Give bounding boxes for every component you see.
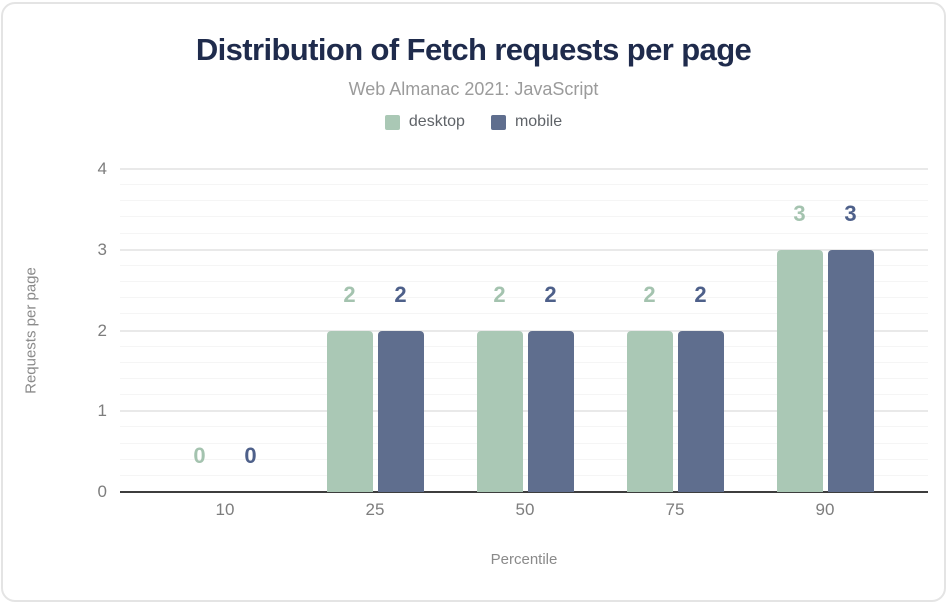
bar-value-label: 2 <box>493 281 506 307</box>
y-tick-label: 4 <box>97 159 107 178</box>
legend-item-desktop[interactable]: desktop <box>384 113 465 131</box>
x-tick-label: 50 <box>515 500 535 519</box>
chart-legend: desktop mobile <box>3 113 944 131</box>
y-tick-label: 2 <box>97 320 107 340</box>
bar-value-label: 3 <box>793 200 806 226</box>
gridline-minor <box>120 200 928 202</box>
gridline-minor <box>120 216 928 218</box>
gridline-major <box>120 168 928 170</box>
plot-area: 0 0 2 2 2 2 2 2 3 3 <box>120 168 928 493</box>
bar-value-label: 0 <box>193 443 206 468</box>
bar-value-label: 2 <box>394 281 407 307</box>
y-axis-title: Requests per page <box>22 267 40 394</box>
bar-mobile-p75[interactable] <box>677 330 724 492</box>
bar-desktop-p90[interactable] <box>776 249 823 492</box>
x-tick-label: 90 <box>815 500 835 519</box>
bar-value-label: 0 <box>244 443 257 468</box>
x-tick-label: 75 <box>665 500 685 519</box>
x-tick-label: 25 <box>365 500 385 519</box>
bar-mobile-p25[interactable] <box>377 330 424 492</box>
bar-mobile-p50[interactable] <box>527 330 574 492</box>
chart-title: Distribution of Fetch requests per page <box>195 32 752 67</box>
x-axis-title: Percentile <box>490 551 558 568</box>
bar-desktop-p75[interactable] <box>626 330 673 492</box>
y-tick-label: 3 <box>97 239 107 259</box>
bar-value-label: 3 <box>844 200 857 226</box>
legend-swatch-desktop <box>384 114 400 130</box>
chart-subtitle: Web Almanac 2021: JavaScript <box>348 79 599 99</box>
y-tick-label: 0 <box>97 482 107 501</box>
bar-desktop-p25[interactable] <box>326 330 373 492</box>
bar-value-label: 2 <box>643 281 656 307</box>
bar-mobile-p90[interactable] <box>827 249 874 492</box>
bar-value-label: 2 <box>544 281 557 307</box>
bar-value-label: 2 <box>694 281 707 307</box>
gridline-minor <box>120 232 928 234</box>
legend-label: mobile <box>514 113 563 130</box>
legend-swatch-mobile <box>490 114 506 130</box>
gridline-minor <box>120 184 928 186</box>
y-tick-label: 1 <box>97 401 107 421</box>
bar-desktop-p50[interactable] <box>476 330 523 492</box>
legend-item-mobile[interactable]: mobile <box>490 113 563 131</box>
x-tick-label: 10 <box>215 500 235 519</box>
bar-value-label: 2 <box>343 281 356 307</box>
legend-label: desktop <box>408 113 465 130</box>
